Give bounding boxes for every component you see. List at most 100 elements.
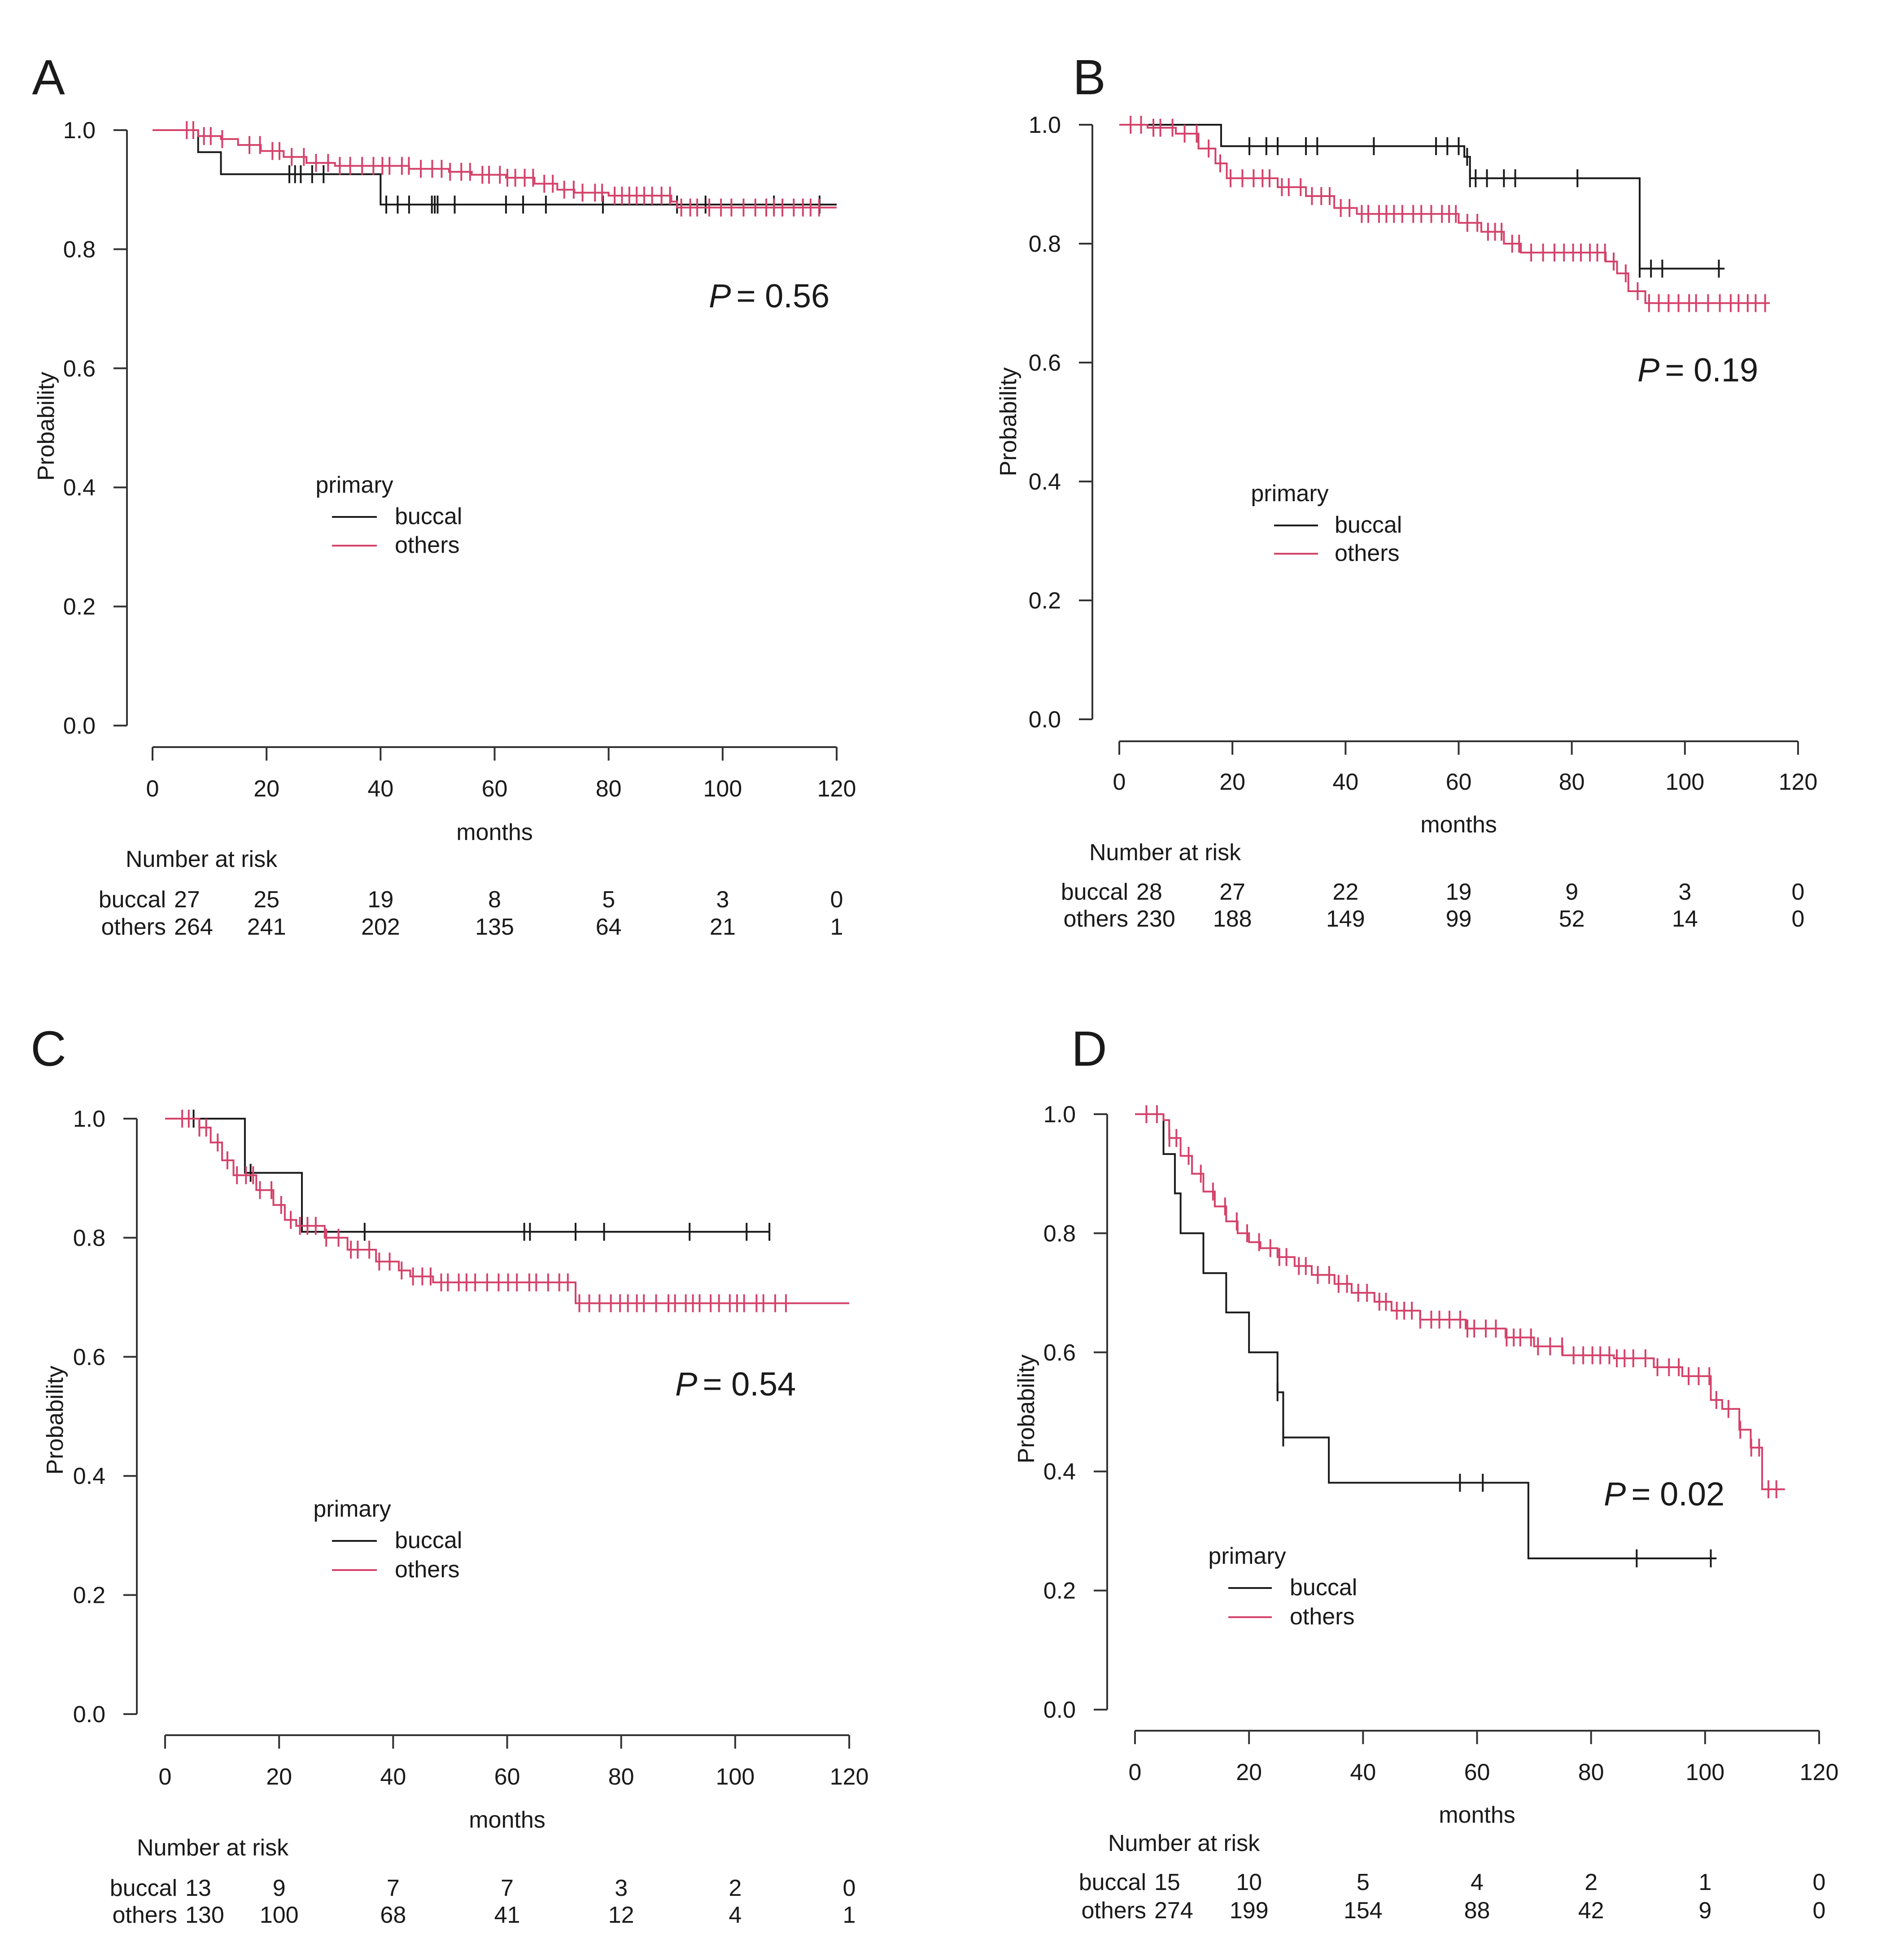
risk-count: 0 [1792,879,1805,905]
legend-label-buccal: buccal [1335,512,1402,538]
risk-count: 64 [596,914,622,940]
risk-count: 68 [380,1902,406,1928]
risk-count: 199 [1230,1898,1269,1924]
y-tick-label: 0.0 [73,1702,105,1728]
x-tick-label: 20 [266,1764,292,1790]
y-tick-label: 0.0 [1029,707,1061,733]
x-tick-label: 100 [703,776,742,802]
x-axis-title: months [469,1807,546,1833]
risk-count: 2 [729,1875,742,1901]
risk-table: Number at risk buccal 13 9 7 7 3 2 0 others 130 100… [110,1835,856,1928]
x-tick-label: 60 [494,1764,520,1790]
risk-count: 264 [174,914,213,940]
y-axis-title: Probability [1013,1355,1039,1464]
risk-count: 14 [1672,906,1698,932]
risk-row-label-buccal: buccal [1079,1869,1146,1895]
x-tick-label: 120 [817,776,856,802]
others-survival-curve [1119,124,1770,304]
series-others [165,1110,849,1312]
x-tick-label: 0 [1113,769,1126,795]
risk-count: 25 [253,887,279,913]
risk-count: 202 [361,914,400,940]
risk-count: 4 [1471,1869,1484,1895]
risk-row-label-others: others [101,914,166,940]
risk-count: 135 [475,914,514,940]
p-value-text: = 0.56 [736,277,829,315]
risk-count: 12 [608,1902,634,1928]
p-value-annotation: P = 0.02 [1604,1475,1724,1513]
p-value-symbol: P [709,277,731,315]
risk-count: 28 [1136,879,1162,905]
risk-count: 7 [501,1875,514,1901]
risk-count: 88 [1464,1898,1490,1924]
x-tick-label: 60 [482,776,508,802]
x-tick-label: 40 [367,776,393,802]
risk-table: Number at risk buccal 27 25 19 8 5 3 0 others 264 2… [99,846,843,940]
y-tick-label: 0.2 [73,1583,105,1609]
x-tick-label: 40 [380,1764,406,1790]
p-value-text: = 0.19 [1665,351,1758,389]
y-tick-label: 0.2 [63,594,96,620]
risk-count: 19 [1446,879,1472,905]
risk-count: 52 [1559,906,1585,932]
risk-count: 130 [185,1902,224,1928]
p-value-symbol: P [1604,1475,1626,1513]
buccal-survival-curve [165,1118,770,1233]
y-tick-label: 1.0 [1029,112,1061,138]
y-tick-label: 0.6 [63,356,96,382]
risk-count: 0 [1792,906,1805,932]
risk-count: 9 [1698,1898,1711,1924]
risk-count: 4 [729,1902,742,1928]
y-tick-label: 0.0 [1043,1697,1076,1723]
risk-row-label-others: others [112,1902,177,1928]
risk-count: 42 [1578,1898,1604,1924]
x-axis-title: months [1439,1802,1515,1828]
p-value-text: = 0.02 [1631,1475,1724,1513]
x-tick-label: 0 [146,776,159,802]
buccal-survival-curve [1135,1113,1717,1559]
x-tick-label: 40 [1350,1759,1376,1785]
y-tick-label: 0.8 [63,236,96,262]
x-tick-label: 100 [1665,769,1704,795]
risk-table: Number at risk buccal 28 27 22 19 9 3 0 others 230… [1061,840,1805,932]
legend-title: primary [315,472,393,498]
y-axis-title: Probability [42,1366,68,1475]
y-tick-label: 1.0 [1043,1102,1076,1128]
risk-count: 1 [830,914,843,940]
risk-table-title: Number at risk [1108,1830,1260,1856]
legend-label-others: others [1335,540,1400,566]
y-tick-label: 0.8 [1043,1221,1076,1247]
x-tick-label: 60 [1464,1759,1490,1785]
panel-A: A0.00.20.40.60.81.00 20 40 60 80 100 120months… [32,50,856,940]
risk-table-title: Number at risk [1089,840,1241,866]
x-tick-label: 20 [1236,1759,1262,1785]
y-tick-label: 0.0 [63,713,96,739]
series-buccal [1119,124,1725,278]
y-tick-label: 0.2 [1043,1578,1076,1604]
y-tick-label: 0.4 [63,475,96,501]
panel-letter: B [1073,50,1105,105]
risk-row-label-others: others [1063,906,1128,932]
x-axis-title: months [1420,812,1497,838]
risk-count: 0 [1813,1898,1826,1924]
series-others [153,121,837,217]
risk-count: 241 [247,914,286,940]
x-tick-label: 80 [596,776,622,802]
y-tick-label: 0.4 [1029,469,1061,495]
risk-count: 8 [488,887,501,913]
x-tick-label: 80 [1559,769,1585,795]
others-survival-curve [165,1118,849,1304]
y-tick-label: 0.2 [1029,588,1061,614]
y-tick-label: 0.6 [1029,350,1061,376]
series-buccal [165,1110,771,1241]
risk-count: 0 [830,887,843,913]
risk-count: 149 [1326,906,1365,932]
y-tick-label: 0.8 [1029,231,1061,257]
x-tick-label: 120 [830,1764,869,1790]
risk-count: 3 [716,887,729,913]
risk-count: 10 [1236,1869,1262,1895]
legend-label-buccal: buccal [395,1527,462,1553]
y-tick-label: 0.6 [1043,1340,1076,1366]
